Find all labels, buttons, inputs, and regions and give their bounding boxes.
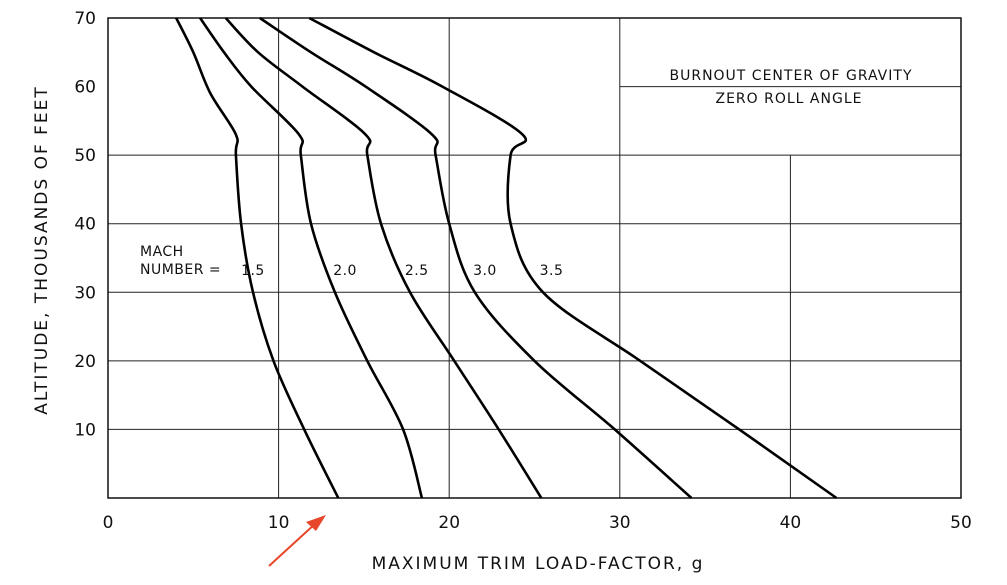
series-line-mach-3-5 <box>308 16 838 500</box>
y-axis-title: ALTITUDE, THOUSANDS OF FEET <box>32 85 52 415</box>
series-curves <box>175 16 838 500</box>
y-tick-label: 70 <box>74 9 96 29</box>
series-label-mach-3-0: 3.0 <box>473 263 497 279</box>
y-tick-label: 10 <box>74 420 96 440</box>
series-label-mach-2-0: 2.0 <box>333 263 357 279</box>
y-tick-label: 50 <box>74 146 96 166</box>
red-arrow-line <box>268 522 317 567</box>
y-tick-label: 60 <box>74 78 96 98</box>
series-label-mach-3-5: 3.5 <box>540 263 564 279</box>
series-line-mach-2-5 <box>224 17 543 499</box>
x-tick-label: 0 <box>103 513 114 533</box>
annotation-line-1: BURNOUT CENTER OF GRAVITY <box>669 68 912 84</box>
legend-prefix-mach: MACH <box>140 244 184 260</box>
series-line-mach-1-5 <box>175 17 340 499</box>
x-tick-label: 50 <box>950 513 972 533</box>
tick-labels: 0 10 20 30 40 50 10 20 30 40 50 60 70 <box>74 9 971 533</box>
annotation-line-2: ZERO ROLL ANGLE <box>716 91 863 107</box>
red-arrow-head <box>306 515 326 531</box>
plot-frame <box>107 17 962 499</box>
y-tick-label: 20 <box>74 352 96 372</box>
x-tick-label: 20 <box>438 513 460 533</box>
x-tick-label: 30 <box>609 513 631 533</box>
series-labels: 1.5 2.0 2.5 3.0 3.5 <box>241 263 563 279</box>
series-label-mach-1-5: 1.5 <box>241 263 265 279</box>
x-tick-label: 10 <box>268 513 290 533</box>
series-label-mach-2-5: 2.5 <box>405 263 429 279</box>
grid <box>108 18 961 498</box>
x-tick-label: 40 <box>780 513 802 533</box>
y-tick-label: 30 <box>74 283 96 303</box>
y-tick-label: 40 <box>74 215 96 235</box>
x-axis-title: MAXIMUM TRIM LOAD-FACTOR, g <box>372 554 705 574</box>
series-line-mach-3-0 <box>259 16 693 499</box>
series-line-mach-2-0 <box>199 17 424 499</box>
legend-prefix-number: NUMBER = <box>140 262 221 278</box>
